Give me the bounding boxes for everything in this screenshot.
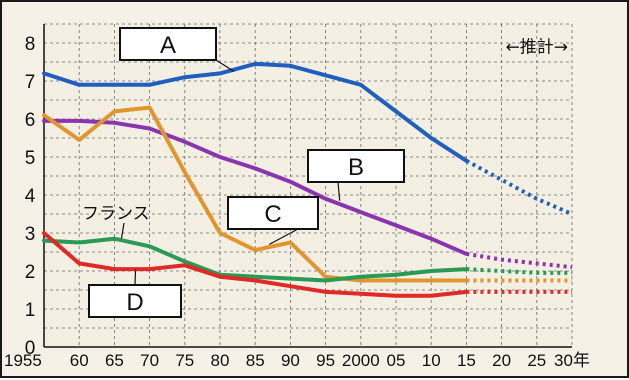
label-leader	[120, 222, 125, 239]
series-label: D	[126, 289, 143, 316]
series-lines	[42, 61, 573, 298]
series-label: C	[264, 201, 281, 228]
x-tick-label: 70	[140, 351, 159, 370]
series-line	[42, 236, 469, 283]
x-tick-label: 15	[457, 351, 476, 370]
series-line-projection	[465, 159, 573, 216]
label-leader	[215, 59, 235, 73]
label-leader	[134, 269, 137, 286]
series-line	[42, 105, 469, 283]
y-tick-label: 8	[25, 34, 36, 55]
y-tick-label: 0	[25, 338, 36, 359]
series-line	[42, 61, 469, 163]
x-tick-label: 25	[527, 351, 546, 370]
label-leader	[268, 228, 299, 245]
y-tick-label: 3	[25, 224, 36, 245]
x-tick-label: 10	[422, 351, 441, 370]
label-leader	[337, 181, 341, 201]
y-tick-label: 1	[25, 300, 36, 321]
series-line	[42, 231, 469, 298]
x-tick-label: 75	[175, 351, 194, 370]
series-line	[42, 118, 469, 256]
x-tick-label: 80	[211, 351, 230, 370]
x-tick-label: 1955	[4, 351, 42, 370]
series-label-box	[119, 27, 217, 61]
projection-label: ←推計→	[506, 38, 569, 58]
x-tick-label: 30年	[554, 351, 590, 370]
axis-ticks: 0 1 2 3 4 5 6 7 8 1955 60 65 70 75 80 85 90 95 2000 05 10 15 2…	[4, 34, 590, 370]
x-tick-label: 2000	[342, 351, 380, 370]
series-labels: A B C D フランス	[82, 27, 405, 318]
x-tick-label: 85	[246, 351, 265, 370]
y-tick-label: 5	[25, 148, 36, 169]
x-tick-label: 95	[316, 351, 335, 370]
x-tick-label: 60	[70, 351, 89, 370]
y-tick-label: 7	[25, 72, 36, 93]
series-label-box	[88, 284, 182, 318]
x-tick-label: 65	[105, 351, 124, 370]
x-tick-label: 05	[387, 351, 406, 370]
series-label: A	[160, 32, 176, 59]
y-tick-label: 2	[25, 262, 36, 283]
y-tick-label: 6	[25, 110, 36, 131]
y-tick-label: 4	[25, 186, 36, 207]
series-label: B	[348, 154, 364, 181]
x-tick-label: 90	[281, 351, 300, 370]
series-label-box	[307, 149, 405, 183]
series-label-box	[227, 196, 319, 230]
series-label-france: フランス	[82, 204, 150, 224]
x-tick-label: 20	[492, 351, 511, 370]
